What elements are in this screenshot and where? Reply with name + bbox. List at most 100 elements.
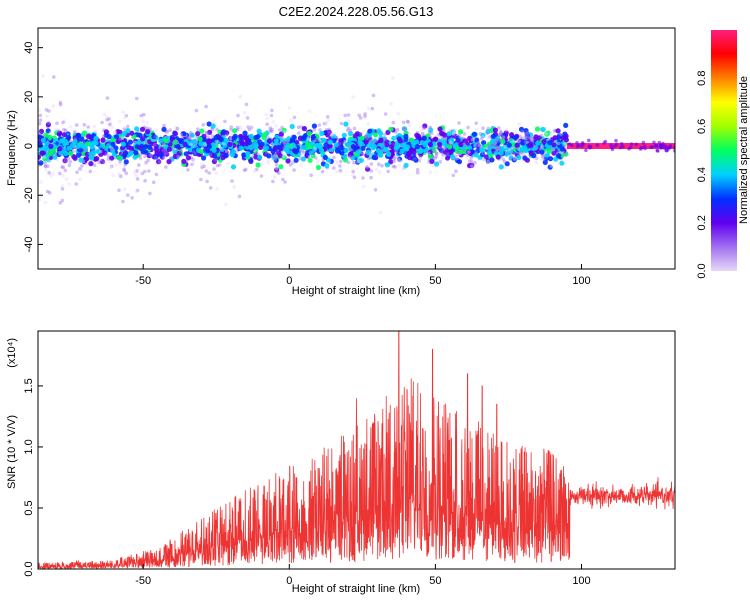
spectrogram-point bbox=[111, 173, 115, 178]
spectrogram-point bbox=[62, 119, 67, 123]
spectrogram-point bbox=[283, 180, 287, 184]
spectrogram-point bbox=[236, 113, 240, 118]
spectrogram-point bbox=[352, 145, 358, 151]
spectrogram-point bbox=[135, 169, 139, 173]
spectrogram-point bbox=[320, 169, 325, 174]
spectrogram-point bbox=[252, 169, 257, 173]
spectrogram-point bbox=[369, 162, 374, 166]
spectrogram-point bbox=[119, 174, 123, 178]
spectrogram-point bbox=[380, 163, 384, 168]
spectrogram-point bbox=[45, 189, 50, 194]
spectrogram-point bbox=[101, 160, 106, 165]
spectrogram-point bbox=[386, 151, 392, 157]
spectrogram-point bbox=[366, 122, 370, 127]
spectrogram-point bbox=[308, 150, 314, 156]
spectrogram-point bbox=[499, 129, 503, 134]
spectrogram-point bbox=[344, 141, 350, 147]
spectrogram-point bbox=[407, 155, 413, 161]
spectrogram-point bbox=[449, 137, 455, 143]
spectrogram-point bbox=[179, 132, 183, 137]
spectrogram-point bbox=[275, 169, 280, 174]
snr-x-label: Height of straight line (km) bbox=[292, 583, 420, 595]
y-tick-label: 1.5 bbox=[23, 378, 35, 393]
spectrogram-point bbox=[347, 151, 353, 157]
spectrogram-point bbox=[517, 122, 521, 126]
spectrogram-point bbox=[45, 122, 52, 128]
spectrogram-point bbox=[186, 168, 190, 172]
spectrogram-point bbox=[312, 127, 317, 132]
spectrogram-point bbox=[634, 142, 638, 147]
spectrogram-point bbox=[306, 130, 312, 137]
spectrogram-point bbox=[352, 161, 356, 165]
spectrogram-point bbox=[447, 144, 453, 150]
spectrogram-point bbox=[207, 129, 213, 135]
spectrogram-point bbox=[456, 150, 461, 155]
spectrogram-point bbox=[274, 167, 280, 173]
spectrogram-point bbox=[368, 139, 372, 143]
spectrogram-point bbox=[59, 138, 65, 144]
spectrogram-point bbox=[92, 156, 99, 162]
spectrogram-point bbox=[434, 154, 439, 158]
spectrogram-point bbox=[544, 152, 550, 158]
spectrogram-point bbox=[521, 152, 526, 156]
spectrogram-point bbox=[556, 161, 560, 166]
spectrogram-point bbox=[211, 158, 217, 165]
spectrogram-point bbox=[391, 135, 397, 141]
spectrogram-point bbox=[68, 150, 74, 157]
spectrogram-point bbox=[533, 134, 539, 140]
spectrogram-point bbox=[454, 154, 458, 158]
spectrogram-point bbox=[231, 135, 237, 141]
spectrogram-point bbox=[221, 129, 227, 135]
spectrogram-point bbox=[78, 157, 84, 163]
spectrogram-point bbox=[351, 95, 355, 99]
spectrogram-point bbox=[335, 161, 340, 165]
spectrogram-point bbox=[282, 141, 286, 145]
spectrogram-point bbox=[44, 167, 48, 172]
spectrogram-point bbox=[200, 165, 204, 170]
spectrogram-point bbox=[282, 130, 287, 134]
spectrogram-point bbox=[211, 147, 217, 153]
spectrogram-point bbox=[133, 150, 139, 156]
y-tick-label: -20 bbox=[23, 187, 35, 203]
spectrogram-point bbox=[551, 150, 557, 156]
spectrogram-point bbox=[378, 210, 383, 215]
spectrogram-point bbox=[218, 136, 224, 143]
spectrogram-point bbox=[222, 138, 228, 144]
spectrogram-point bbox=[223, 119, 227, 124]
spectrogram-point bbox=[557, 143, 563, 149]
spectrogram-point bbox=[206, 144, 212, 150]
spectrogram-point bbox=[377, 170, 382, 174]
spectrogram-point bbox=[318, 138, 322, 142]
spectrogram-point bbox=[202, 164, 206, 168]
spectrogram-point bbox=[215, 187, 219, 191]
spectrogram-point bbox=[88, 155, 95, 161]
spectrogram-point bbox=[312, 146, 318, 153]
spectrogram-point bbox=[285, 158, 291, 164]
spectrogram-point bbox=[121, 199, 125, 204]
spectrogram-point bbox=[151, 180, 156, 185]
spectrogram-point bbox=[130, 196, 134, 200]
spectrogram-point bbox=[418, 148, 424, 154]
spectrogram-point bbox=[348, 128, 353, 133]
spectrogram-point bbox=[451, 132, 456, 136]
spectrogram-point bbox=[230, 179, 234, 183]
spectrogram-point bbox=[231, 148, 237, 154]
spectrogram-point bbox=[66, 145, 72, 151]
spectrogram-point bbox=[199, 177, 203, 182]
chart-title: C2E2.2024.228.05.56.G13 bbox=[279, 4, 434, 19]
spectrogram-point bbox=[266, 161, 271, 165]
spectrogram-point bbox=[393, 149, 398, 154]
spectrogram-point bbox=[280, 150, 285, 155]
spectrogram-point bbox=[237, 194, 242, 199]
spectrogram-point bbox=[101, 134, 106, 138]
spectrogram-point bbox=[486, 135, 490, 140]
spectrogram-point bbox=[241, 152, 247, 158]
spectrogram-point bbox=[498, 150, 504, 156]
spectrogram-point bbox=[137, 163, 141, 167]
spectrogram-point bbox=[397, 164, 402, 168]
spectrogram-point bbox=[548, 133, 553, 137]
spectrogram-point bbox=[243, 141, 249, 147]
spectrogram-point bbox=[486, 126, 491, 131]
spectrogram-point bbox=[190, 162, 194, 167]
